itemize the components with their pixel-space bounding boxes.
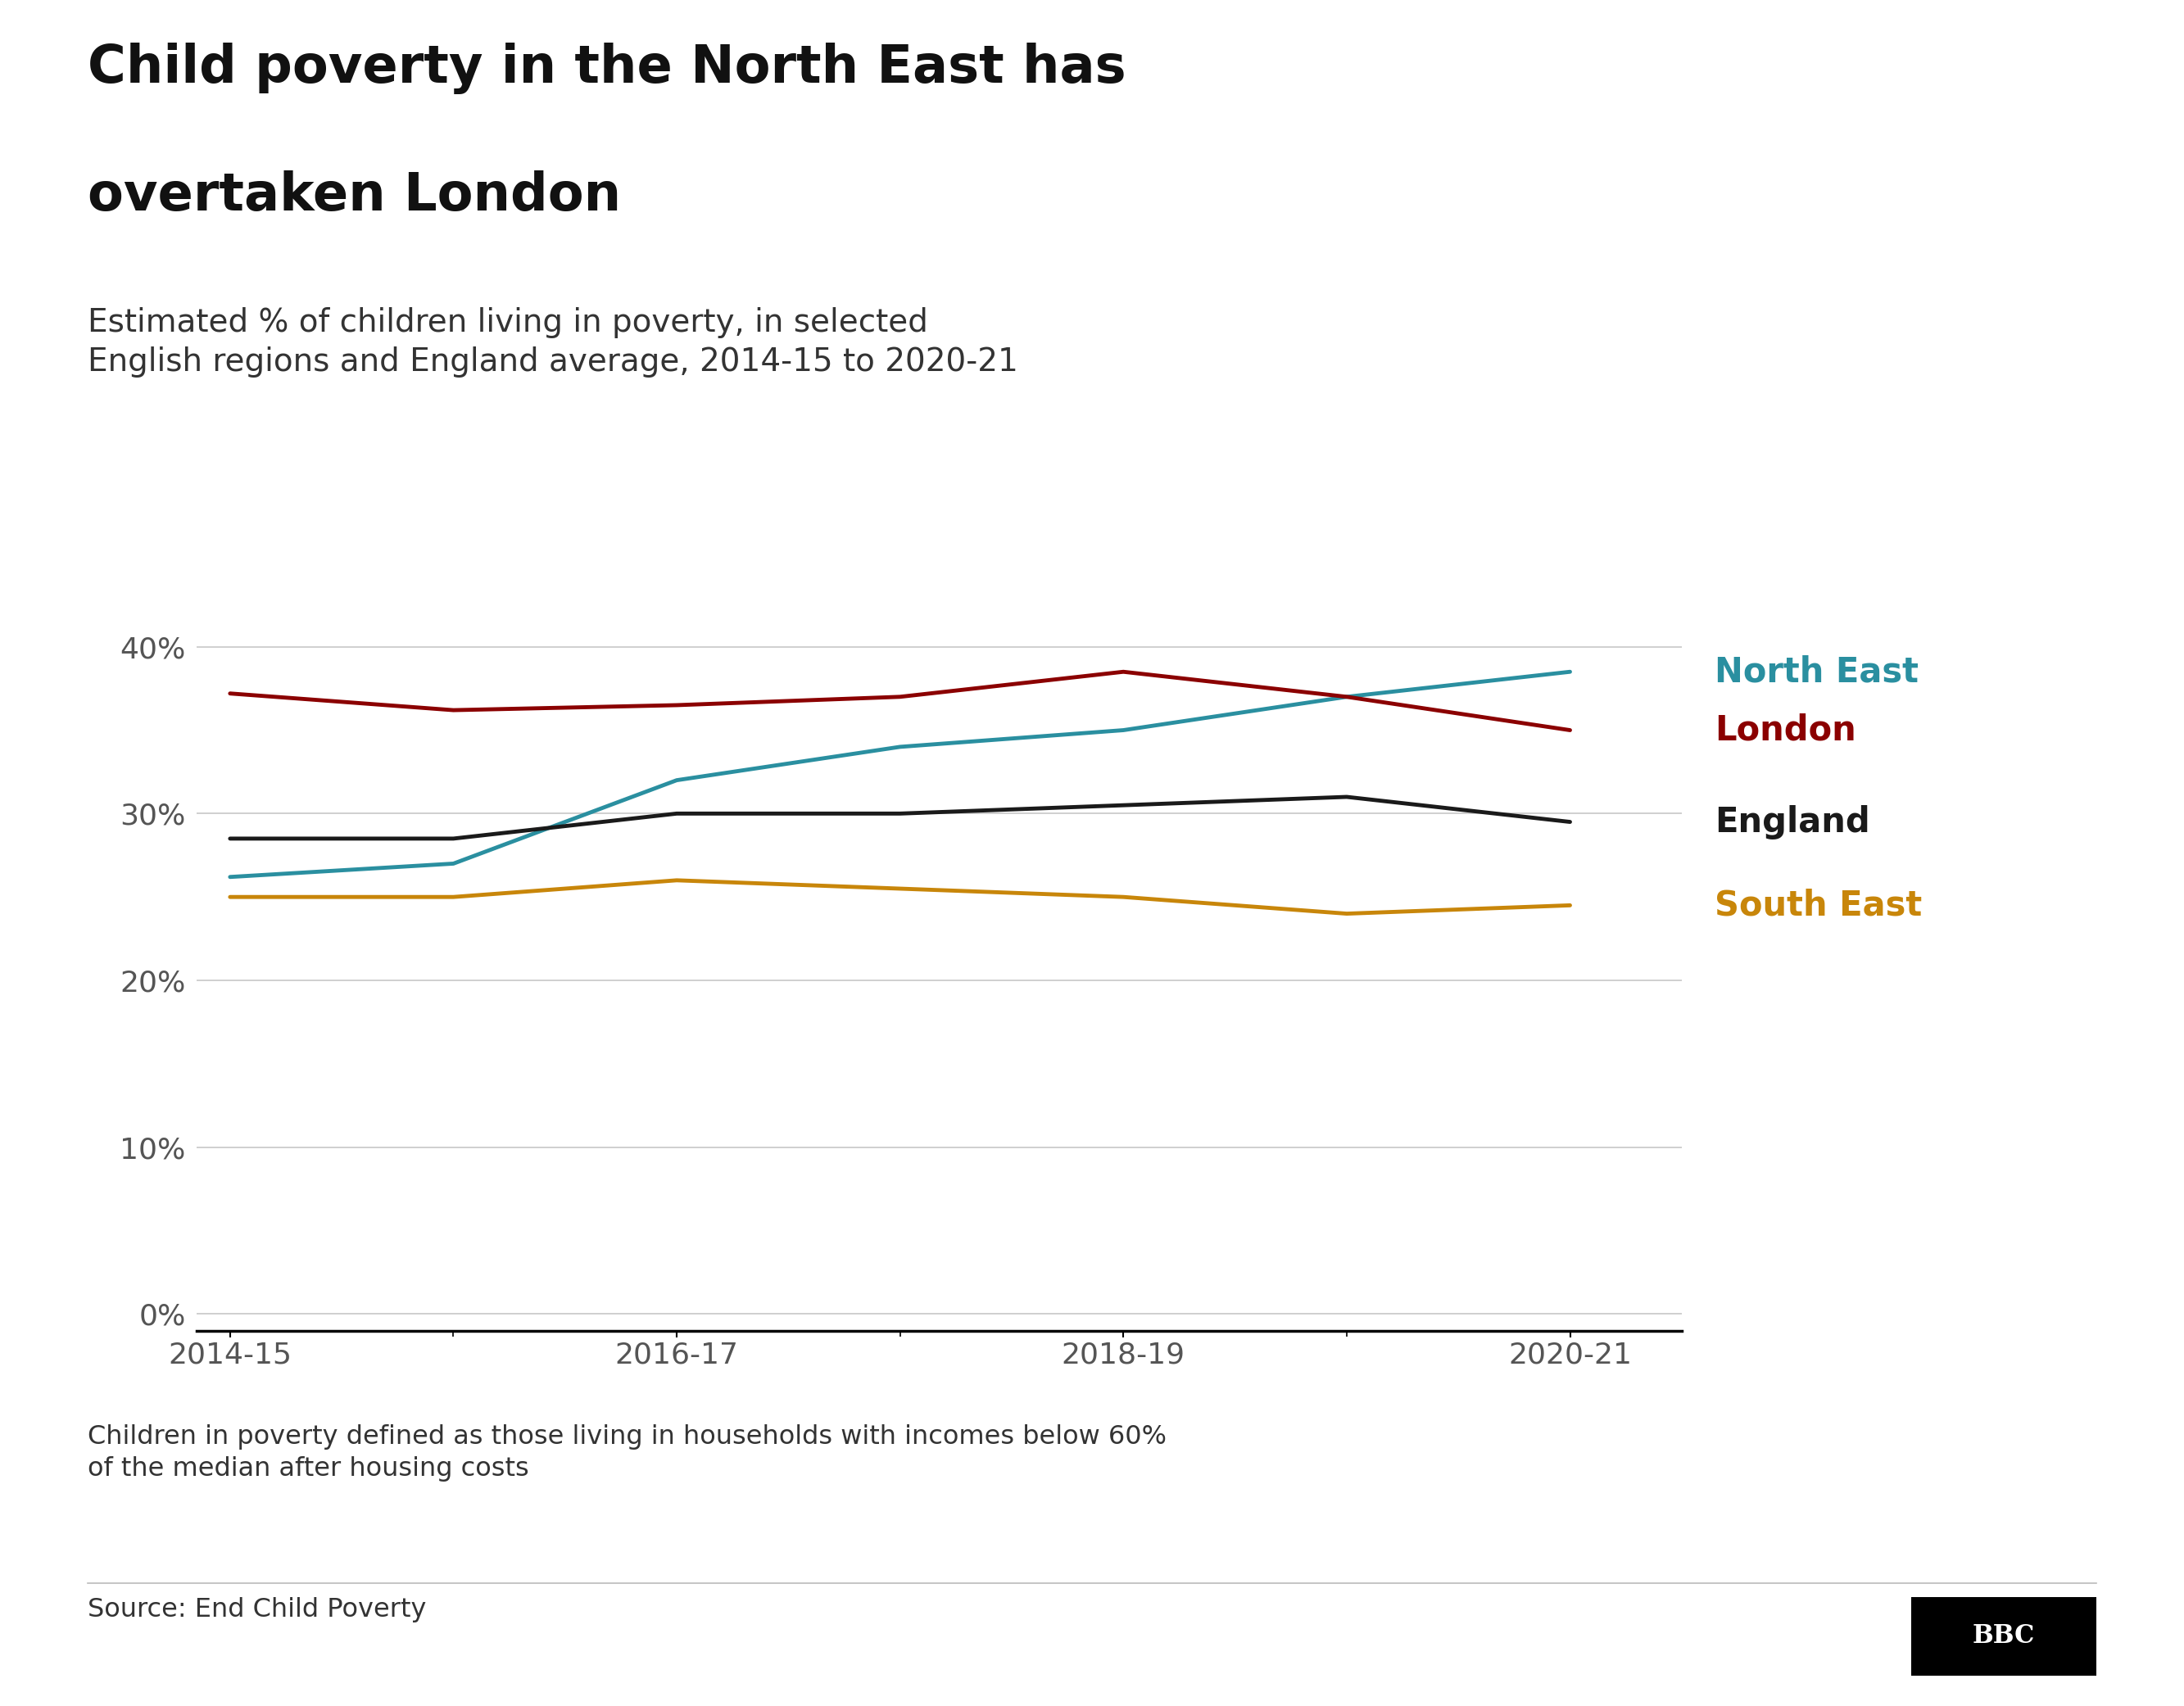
Text: BBC: BBC: [1972, 1624, 2035, 1648]
Text: overtaken London: overtaken London: [87, 171, 620, 222]
Text: England: England: [1714, 805, 1870, 839]
Text: Child poverty in the North East has: Child poverty in the North East has: [87, 43, 1125, 94]
Text: South East: South East: [1714, 889, 1922, 923]
Text: Source: End Child Poverty: Source: End Child Poverty: [87, 1597, 426, 1622]
Text: Children in poverty defined as those living in households with incomes below 60%: Children in poverty defined as those liv…: [87, 1425, 1166, 1481]
Text: North East: North East: [1714, 655, 1918, 689]
Text: Estimated % of children living in poverty, in selected
English regions and Engla: Estimated % of children living in povert…: [87, 307, 1018, 379]
Text: London: London: [1714, 713, 1856, 747]
